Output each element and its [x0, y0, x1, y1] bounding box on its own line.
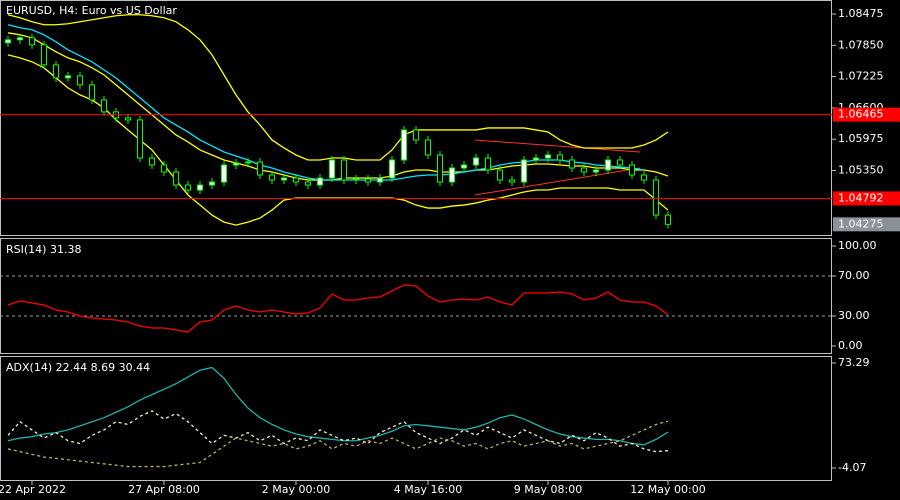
y-tick-label: 100.00: [838, 239, 877, 252]
indicator-line: [7, 420, 669, 468]
candle-body: [233, 162, 239, 166]
candle-body: [257, 161, 263, 176]
candle-body: [569, 159, 575, 169]
y-tick-label: 30.00: [838, 309, 870, 322]
indicator-line: [7, 32, 669, 181]
candle-body: [485, 157, 491, 171]
y-tick-label: 1.07850: [838, 38, 884, 51]
candle-body: [245, 161, 251, 164]
candle-body: [281, 177, 287, 181]
candle-body: [389, 159, 395, 179]
candle-body: [161, 164, 167, 173]
price-level-box: [833, 191, 900, 206]
x-tick-label: 22 Apr 2022: [0, 483, 66, 496]
candle-body: [269, 174, 275, 181]
candle-body: [665, 214, 671, 225]
y-tick-label: 1.08475: [838, 7, 884, 20]
candle-body: [65, 75, 71, 79]
triangle-line: [474, 139, 641, 153]
candle-body: [221, 164, 227, 183]
candle-body: [449, 167, 455, 183]
candle-body: [629, 164, 635, 176]
y-tick-label: 0.00: [838, 339, 863, 352]
y-tick-label: 70.00: [838, 269, 870, 282]
candle-body: [137, 119, 143, 159]
price-panel-frame: [0, 0, 832, 236]
x-tick-label: 4 May 16:00: [394, 483, 462, 496]
price-level-label: 1.04792: [838, 191, 884, 204]
candle-body: [41, 44, 47, 66]
x-tick-label: 2 May 00:00: [262, 483, 330, 496]
candle-body: [317, 177, 323, 186]
indicator-line: [7, 284, 669, 333]
candle-body: [521, 159, 527, 183]
x-tick-label: 12 May 00:00: [630, 483, 705, 496]
candle-body: [89, 84, 95, 101]
indicator-line: [7, 54, 669, 226]
y-tick-label: 73.29: [838, 356, 870, 369]
candle-body: [209, 181, 215, 186]
candle-body: [509, 179, 515, 183]
candle-body: [125, 117, 131, 121]
candle-body: [473, 157, 479, 166]
candle-body: [605, 159, 611, 171]
current-price-box: [833, 217, 900, 232]
current-price-label: 1.04275: [838, 217, 884, 230]
panel-title: EURUSD, H4: Euro vs US Dollar: [6, 4, 177, 17]
candle-body: [413, 129, 419, 141]
candle-body: [197, 184, 203, 191]
candle-body: [149, 157, 155, 166]
candle-body: [581, 167, 587, 173]
candle-body: [377, 177, 383, 183]
candle-body: [557, 154, 563, 161]
candle-body: [329, 159, 335, 179]
candle-body: [341, 159, 347, 181]
indicator-line: [7, 366, 669, 446]
candle-body: [437, 154, 443, 183]
candle-body: [653, 179, 659, 216]
rsi-panel-frame: [0, 238, 832, 354]
candle-body: [185, 184, 191, 191]
x-tick-label: 9 May 08:00: [514, 483, 582, 496]
candle-body: [5, 39, 11, 44]
candle-body: [53, 64, 59, 79]
indicator-line: [7, 14, 669, 161]
candle-body: [77, 75, 83, 86]
price-level-box: [833, 107, 900, 122]
candle-body: [173, 171, 179, 186]
candle-body: [305, 181, 311, 186]
candle-body: [545, 154, 551, 159]
panel-title: ADX(14) 22.44 8.69 30.44: [6, 361, 150, 374]
candle-body: [497, 169, 503, 181]
candle-body: [617, 159, 623, 166]
indicator-line: [7, 410, 669, 453]
panel-title: RSI(14) 31.38: [6, 243, 81, 256]
candle-body: [401, 129, 407, 161]
candle-body: [365, 178, 371, 183]
price-level-label: 1.06465: [838, 108, 884, 121]
adx-panel-frame: [0, 356, 832, 481]
triangle-line: [474, 167, 641, 196]
candle-body: [353, 178, 359, 181]
y-tick-label: 1.07225: [838, 70, 884, 83]
candle-body: [17, 37, 23, 41]
y-tick-label: 1.05975: [838, 132, 884, 145]
candle-body: [101, 99, 107, 113]
candle-body: [593, 169, 599, 173]
candle-body: [425, 139, 431, 156]
x-tick-label: 27 Apr 08:00: [128, 483, 200, 496]
candle-body: [293, 177, 299, 183]
candle-body: [641, 174, 647, 181]
candle-body: [461, 164, 467, 169]
y-tick-label: -4.07: [838, 461, 866, 474]
candle-body: [533, 157, 539, 161]
y-tick-label: 1.05350: [838, 164, 884, 177]
candle-body: [29, 37, 35, 46]
